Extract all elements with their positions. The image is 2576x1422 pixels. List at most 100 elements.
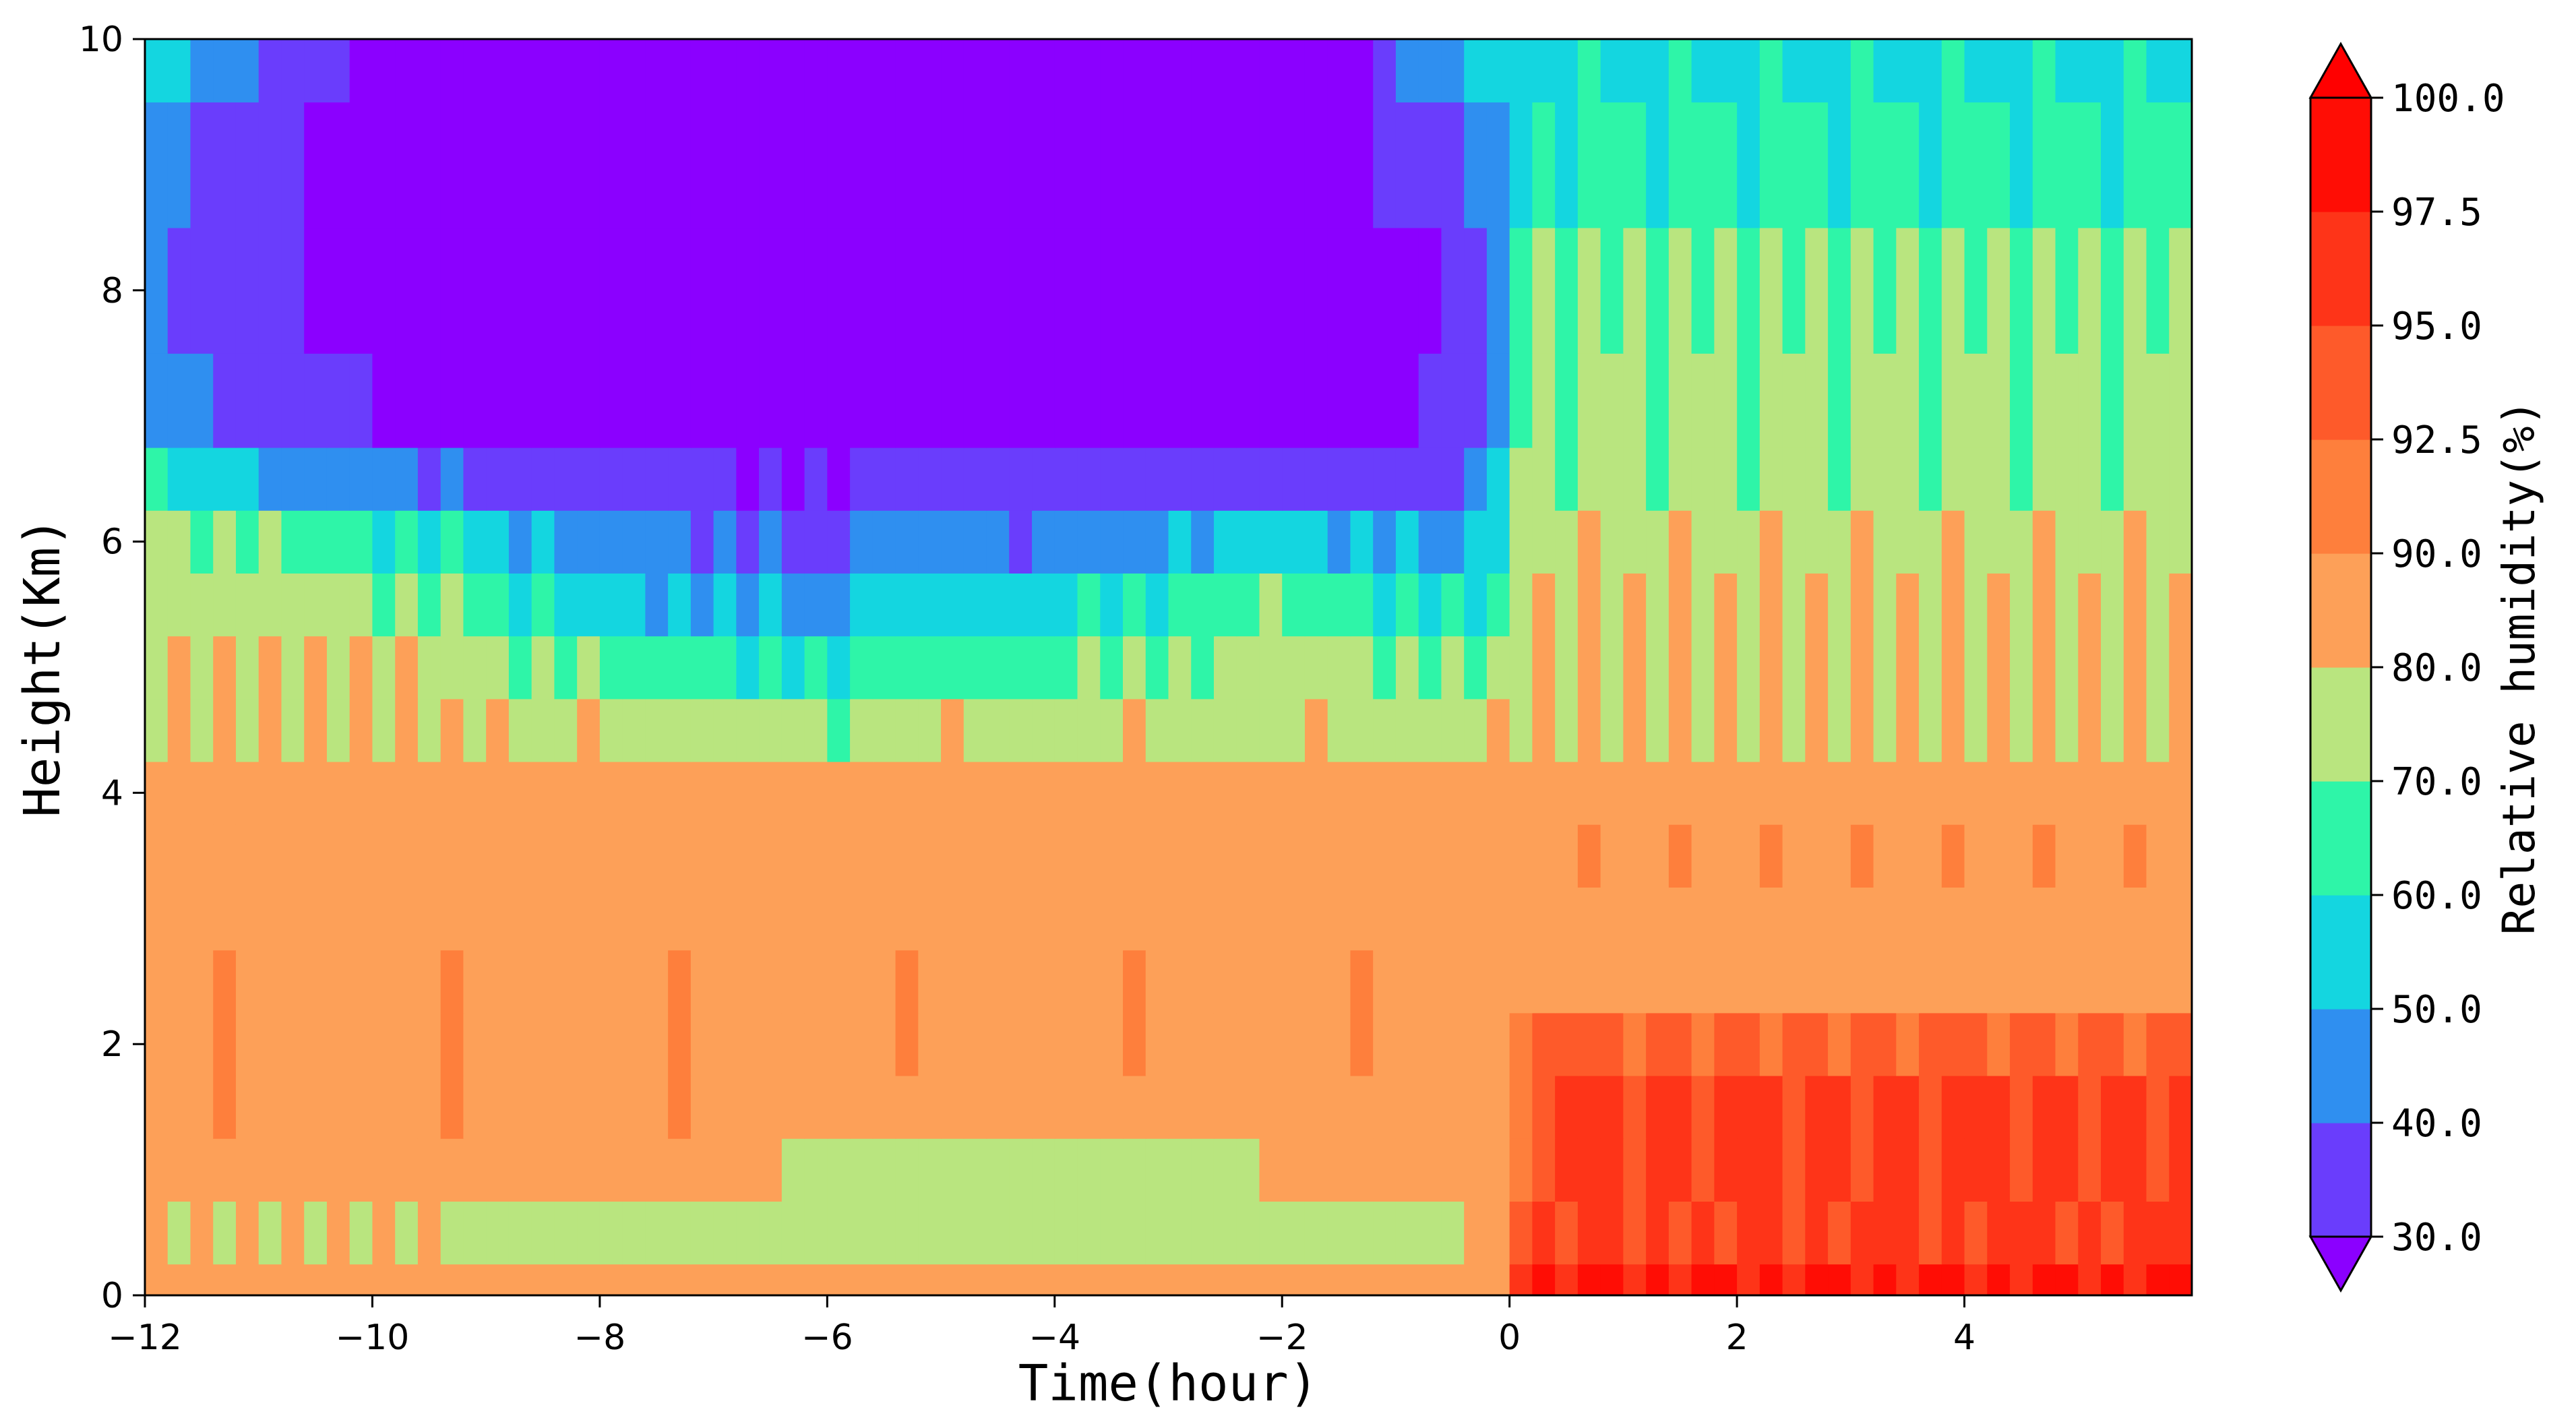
contour-cell bbox=[2146, 353, 2170, 448]
contour-cell bbox=[1828, 1012, 1851, 1076]
contour-cell bbox=[963, 573, 987, 637]
contour-cell bbox=[1964, 1201, 1988, 1265]
contour-cell bbox=[2123, 1075, 2147, 1139]
contour-cell bbox=[349, 698, 373, 762]
contour-cell bbox=[1304, 698, 1328, 762]
contour-cell bbox=[1555, 887, 1578, 951]
contour-cell bbox=[258, 761, 282, 825]
contour-cell bbox=[1259, 950, 1283, 1014]
contour-cell bbox=[736, 1201, 760, 1265]
contour-cell bbox=[372, 1012, 396, 1076]
contour-cell bbox=[554, 824, 578, 888]
contour-cell bbox=[508, 698, 532, 762]
contour-cell bbox=[850, 824, 873, 888]
contour-cell bbox=[1100, 227, 1124, 354]
contour-cell bbox=[531, 102, 555, 228]
contour-cell bbox=[759, 1012, 783, 1076]
contour-cell bbox=[668, 824, 692, 888]
contour-cell bbox=[1509, 950, 1533, 1014]
contour-cell bbox=[1168, 447, 1192, 511]
contour-cell bbox=[1509, 353, 1533, 448]
contour-cell bbox=[2169, 1138, 2192, 1202]
plot-area bbox=[144, 38, 2193, 1297]
contour-cell bbox=[1668, 950, 1692, 1014]
contour-cell bbox=[690, 447, 714, 511]
contour-cell bbox=[941, 636, 964, 700]
contour-cell bbox=[281, 39, 305, 102]
contour-cell bbox=[1259, 227, 1283, 354]
contour-cell bbox=[781, 887, 805, 951]
contour-cell bbox=[1668, 1264, 1692, 1296]
contour-cell bbox=[804, 510, 828, 574]
contour-cell bbox=[1168, 887, 1192, 951]
contour-cell bbox=[1577, 102, 1601, 228]
contour-cell bbox=[1464, 1012, 1488, 1076]
contour-cell bbox=[2010, 102, 2033, 228]
contour-cell bbox=[2101, 353, 2124, 448]
contour-cell bbox=[2123, 636, 2147, 700]
contour-cell bbox=[1236, 227, 1260, 354]
contour-cell bbox=[167, 447, 191, 511]
contour-cell bbox=[963, 761, 987, 825]
contour-cell bbox=[1304, 510, 1328, 574]
contour-cell bbox=[1805, 447, 1829, 511]
contour-cell bbox=[190, 761, 214, 825]
contour-cell bbox=[304, 761, 328, 825]
contour-cell bbox=[2078, 510, 2102, 574]
contour-cell bbox=[1464, 761, 1488, 825]
contour-cell bbox=[190, 353, 214, 448]
contour-cell bbox=[440, 510, 464, 574]
contour-cell bbox=[326, 1138, 350, 1202]
contour-cell bbox=[1282, 39, 1306, 102]
contour-cell bbox=[895, 353, 919, 448]
contour-cell bbox=[850, 353, 873, 448]
contour-cell bbox=[1941, 353, 1965, 448]
contour-cell bbox=[1032, 1075, 1055, 1139]
contour-cell bbox=[690, 824, 714, 888]
contour-cell bbox=[326, 1075, 350, 1139]
contour-cell bbox=[281, 636, 305, 700]
contour-cell bbox=[622, 447, 646, 511]
contour-cell bbox=[1714, 573, 1738, 637]
contour-cell bbox=[2078, 1138, 2102, 1202]
contour-cell bbox=[1123, 824, 1146, 888]
contour-cell bbox=[1714, 1138, 1738, 1202]
contour-cell bbox=[1623, 887, 1647, 951]
contour-cell bbox=[1691, 698, 1715, 762]
contour-cell bbox=[690, 353, 714, 448]
contour-cell bbox=[1759, 1201, 1783, 1265]
contour-cell bbox=[599, 1075, 623, 1139]
contour-cell bbox=[827, 1075, 851, 1139]
contour-cell bbox=[599, 636, 623, 700]
contour-cell bbox=[1077, 950, 1101, 1014]
contour-cell bbox=[1350, 227, 1374, 354]
contour-cell bbox=[349, 39, 373, 102]
contour-cell bbox=[1236, 573, 1260, 637]
contour-cell bbox=[1441, 1264, 1465, 1296]
contour-cell bbox=[2078, 1012, 2102, 1076]
contour-cell bbox=[2010, 1138, 2033, 1202]
contour-cell bbox=[963, 510, 987, 574]
contour-cell bbox=[599, 887, 623, 951]
contour-cell bbox=[508, 102, 532, 228]
contour-cell bbox=[1441, 761, 1465, 825]
contour-cell bbox=[1532, 353, 1556, 448]
contour-cell bbox=[1395, 1075, 1419, 1139]
contour-cell bbox=[1714, 887, 1738, 951]
contour-cell bbox=[304, 1138, 328, 1202]
contour-cell bbox=[1464, 227, 1488, 354]
contour-cell bbox=[440, 761, 464, 825]
contour-cell bbox=[2146, 1264, 2170, 1296]
contour-cell bbox=[2123, 761, 2147, 825]
contour-cell bbox=[2032, 1075, 2056, 1139]
contour-cell bbox=[1418, 1201, 1442, 1265]
contour-cell bbox=[1896, 887, 1920, 951]
contour-cell bbox=[1418, 1138, 1442, 1202]
contour-cell bbox=[1077, 1201, 1101, 1265]
contour-cell bbox=[918, 1138, 942, 1202]
contour-cell bbox=[1191, 39, 1215, 102]
contour-cell bbox=[531, 353, 555, 448]
contour-cell bbox=[1828, 761, 1851, 825]
contour-cell bbox=[326, 510, 350, 574]
contour-cell bbox=[577, 761, 601, 825]
